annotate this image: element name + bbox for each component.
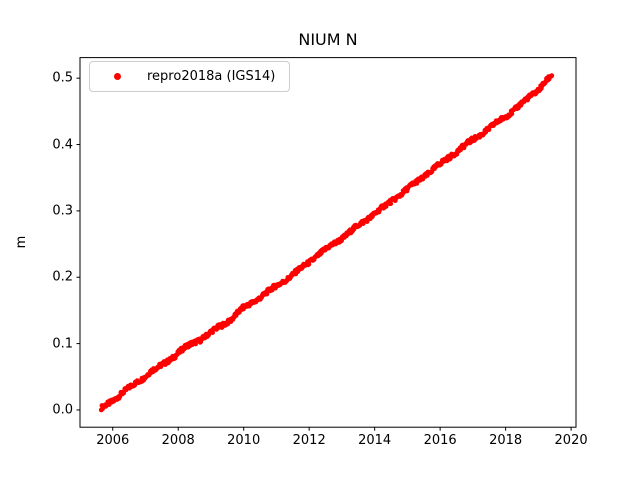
legend-series-label: repro2018a (IGS14) — [147, 69, 276, 84]
chart-title: NIUM N — [298, 30, 358, 49]
x-tick-label: 2016 — [423, 433, 457, 449]
x-tick-label: 2012 — [292, 433, 326, 449]
x-tick-label: 2010 — [227, 433, 261, 449]
legend: repro2018a (IGS14) — [89, 61, 291, 92]
x-tick-label: 2018 — [489, 433, 523, 449]
y-tick-label: 0.0 — [52, 402, 73, 418]
scatter-series — [98, 73, 555, 413]
y-tick-label: 0.5 — [52, 70, 73, 86]
x-tick-label: 2008 — [161, 433, 195, 449]
x-tick-label: 2020 — [554, 433, 588, 449]
legend-dot-icon — [114, 73, 121, 80]
x-tick-label: 2006 — [96, 433, 130, 449]
y-tick-label: 0.4 — [52, 137, 73, 153]
y-tick-label: 0.3 — [52, 203, 73, 219]
axes-spines — [79, 57, 577, 428]
y-tick-label: 0.2 — [52, 269, 73, 285]
outlier-point — [490, 122, 496, 128]
x-tick-label: 2014 — [358, 433, 392, 449]
y-tick-label: 0.1 — [52, 336, 73, 352]
